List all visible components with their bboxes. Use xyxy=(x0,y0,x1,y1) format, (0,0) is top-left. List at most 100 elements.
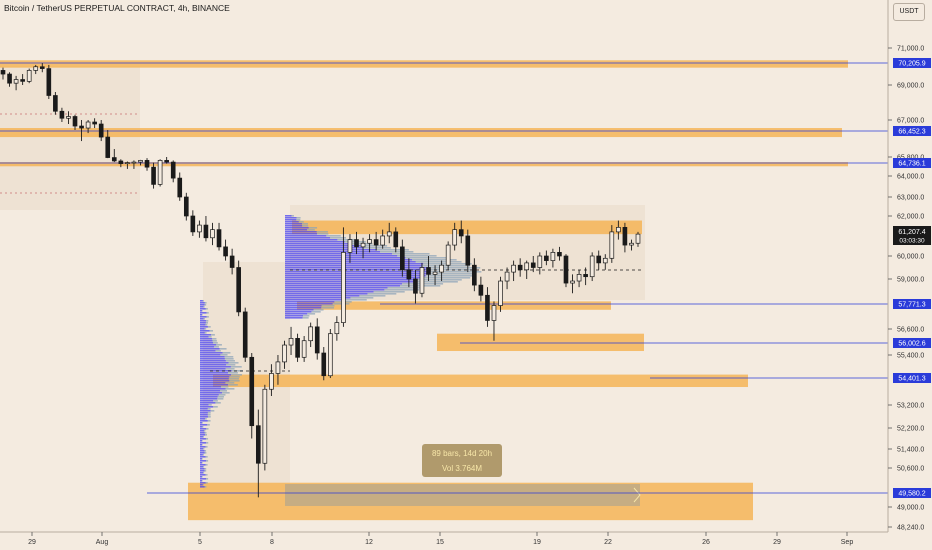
candle-body-up xyxy=(589,255,595,278)
candle-body-up xyxy=(498,280,503,306)
volume-profile-bar xyxy=(425,275,475,277)
volume-profile-bar xyxy=(200,310,202,312)
candle-body-up xyxy=(269,373,274,390)
candle-body-up xyxy=(282,344,287,363)
candle-body-down xyxy=(79,125,84,129)
volume-profile-bar xyxy=(228,372,238,374)
volume-profile-bar xyxy=(225,368,235,370)
volume-profile-bar xyxy=(200,354,221,356)
volume-profile-bar xyxy=(200,404,209,406)
candle-body-up xyxy=(131,161,137,164)
volume-profile-bar xyxy=(350,297,374,299)
volume-profile-bar xyxy=(200,472,204,474)
candle-body-up xyxy=(210,229,215,239)
volume-profile-bar xyxy=(285,221,299,223)
volume-profile-bar xyxy=(203,306,205,308)
volume-profile-bar xyxy=(200,402,216,404)
volume-profile-bar xyxy=(200,382,226,384)
volume-profile-bar xyxy=(202,462,203,464)
candle-body-down xyxy=(39,66,45,69)
volume-profile-bar xyxy=(200,312,207,314)
volume-profile-bar xyxy=(200,412,208,414)
candle xyxy=(177,172,183,201)
candle-body-down xyxy=(170,161,176,179)
volume-profile-bar xyxy=(285,315,304,317)
candle xyxy=(59,107,65,123)
candle xyxy=(275,355,281,385)
candle xyxy=(400,239,405,277)
volume-profile-bar xyxy=(200,338,213,340)
volume-profile-bar xyxy=(225,382,235,384)
volume-profile-bar xyxy=(207,414,211,416)
volume-profile-bar xyxy=(313,309,324,311)
candle-body-down xyxy=(295,338,300,358)
currency-button[interactable]: USDT xyxy=(893,3,925,21)
candle-body-up xyxy=(85,121,91,129)
volume-profile-bar xyxy=(202,436,205,438)
candle-body-up xyxy=(334,322,340,335)
candle xyxy=(85,120,91,134)
volume-profile-bar xyxy=(200,458,202,460)
candle xyxy=(445,241,451,270)
candle xyxy=(524,260,530,279)
candle-body-down xyxy=(583,274,588,278)
volume-profile-bar xyxy=(285,219,297,221)
candle-body-down xyxy=(622,227,628,246)
volume-profile-bar xyxy=(229,380,240,382)
volume-profile-bar xyxy=(204,418,207,420)
candle-body-up xyxy=(367,239,372,244)
volume-profile-bar xyxy=(200,370,232,372)
volume-profile-bar xyxy=(202,480,203,482)
price-tick-label: 64,000.0 xyxy=(897,174,924,181)
candle-body-down xyxy=(20,79,25,82)
volume-profile-bar xyxy=(285,223,303,225)
candle xyxy=(570,274,575,294)
volume-profile-bar xyxy=(206,312,209,314)
volume-profile-bar xyxy=(200,324,206,326)
volume-profile-bar xyxy=(412,259,457,261)
volume-profile-bar xyxy=(205,478,209,480)
candle xyxy=(465,229,471,273)
volume-profile-bar xyxy=(422,265,471,267)
volume-profile-bar xyxy=(384,289,420,291)
volume-profile-bar xyxy=(200,322,206,324)
candle-body-down xyxy=(118,160,124,164)
volume-profile-bar xyxy=(200,378,229,380)
candle xyxy=(380,229,386,249)
candle xyxy=(406,258,412,288)
candle-body-down xyxy=(216,229,222,248)
volume-profile-bar xyxy=(200,434,206,436)
time-tick-label: Aug xyxy=(96,539,109,546)
candle-body-down xyxy=(164,160,169,163)
candle-body-down xyxy=(236,267,241,313)
volume-profile-bar xyxy=(200,352,223,354)
volume-profile-bar xyxy=(285,299,346,301)
volume-profile-bar xyxy=(205,464,208,466)
candle-body-up xyxy=(33,66,39,71)
time-tick-label: 5 xyxy=(198,539,202,546)
candle xyxy=(197,220,202,238)
candle xyxy=(144,158,150,171)
volume-profile-bar xyxy=(285,247,364,249)
price-level-tag xyxy=(893,58,931,68)
volume-profile-bar xyxy=(285,281,414,283)
volume-profile-bar xyxy=(212,340,217,342)
volume-profile-bar xyxy=(285,227,309,229)
price-level-tag xyxy=(893,488,931,498)
volume-profile-bar xyxy=(200,356,225,358)
volume-profile-bar xyxy=(203,430,206,432)
candle-body-up xyxy=(125,162,130,164)
candle xyxy=(26,68,32,84)
measure-tooltip: 89 bars, 14d 20h Vol 3.764M xyxy=(422,444,502,477)
candle-body-down xyxy=(72,116,78,127)
candle xyxy=(13,75,19,91)
volume-profile-bar xyxy=(224,358,234,360)
volume-profile-bar xyxy=(202,310,203,312)
volume-profile-bar xyxy=(213,400,218,402)
volume-profile-bar xyxy=(285,231,317,233)
volume-profile-bar xyxy=(332,303,350,305)
volume-profile-left xyxy=(200,300,243,488)
candle xyxy=(46,64,52,99)
candle-body-up xyxy=(550,252,556,261)
